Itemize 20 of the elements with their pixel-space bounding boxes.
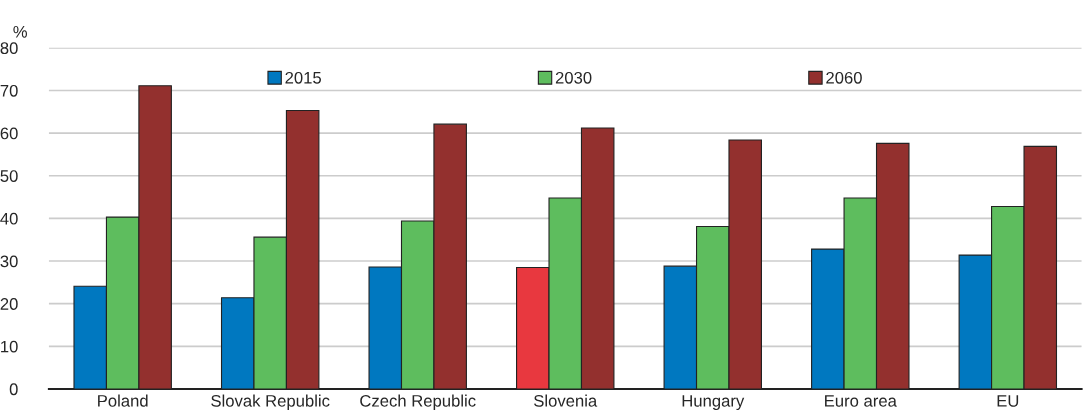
y-tick-label: 50 xyxy=(0,170,18,182)
x-tick-label: Czech Republic xyxy=(360,394,476,411)
y-tick-label: 40 xyxy=(0,212,18,225)
legend-label: 2030 xyxy=(555,71,592,84)
y-tick-label: 0 xyxy=(9,383,18,396)
y-tick-label: 20 xyxy=(0,298,18,310)
y-tick-label: 70 xyxy=(0,84,18,97)
x-tick-label: Slovenia xyxy=(534,394,598,407)
legend-label: 2015 xyxy=(285,71,322,84)
x-tick-label: Hungary xyxy=(682,395,745,411)
x-tick-label: EU xyxy=(997,395,1019,407)
y-tick-label: 80 xyxy=(0,42,18,55)
y-tick-label: 30 xyxy=(0,255,18,268)
y-tick-label: 60 xyxy=(0,127,18,140)
x-tick-label: Euro area xyxy=(825,395,897,407)
y-axis-title: % xyxy=(13,25,27,38)
legend-label: 2060 xyxy=(826,71,862,84)
y-tick-label: 10 xyxy=(1,340,18,353)
x-tick-label: Poland xyxy=(98,394,148,407)
x-tick-label: Slovak Republic xyxy=(211,394,330,411)
